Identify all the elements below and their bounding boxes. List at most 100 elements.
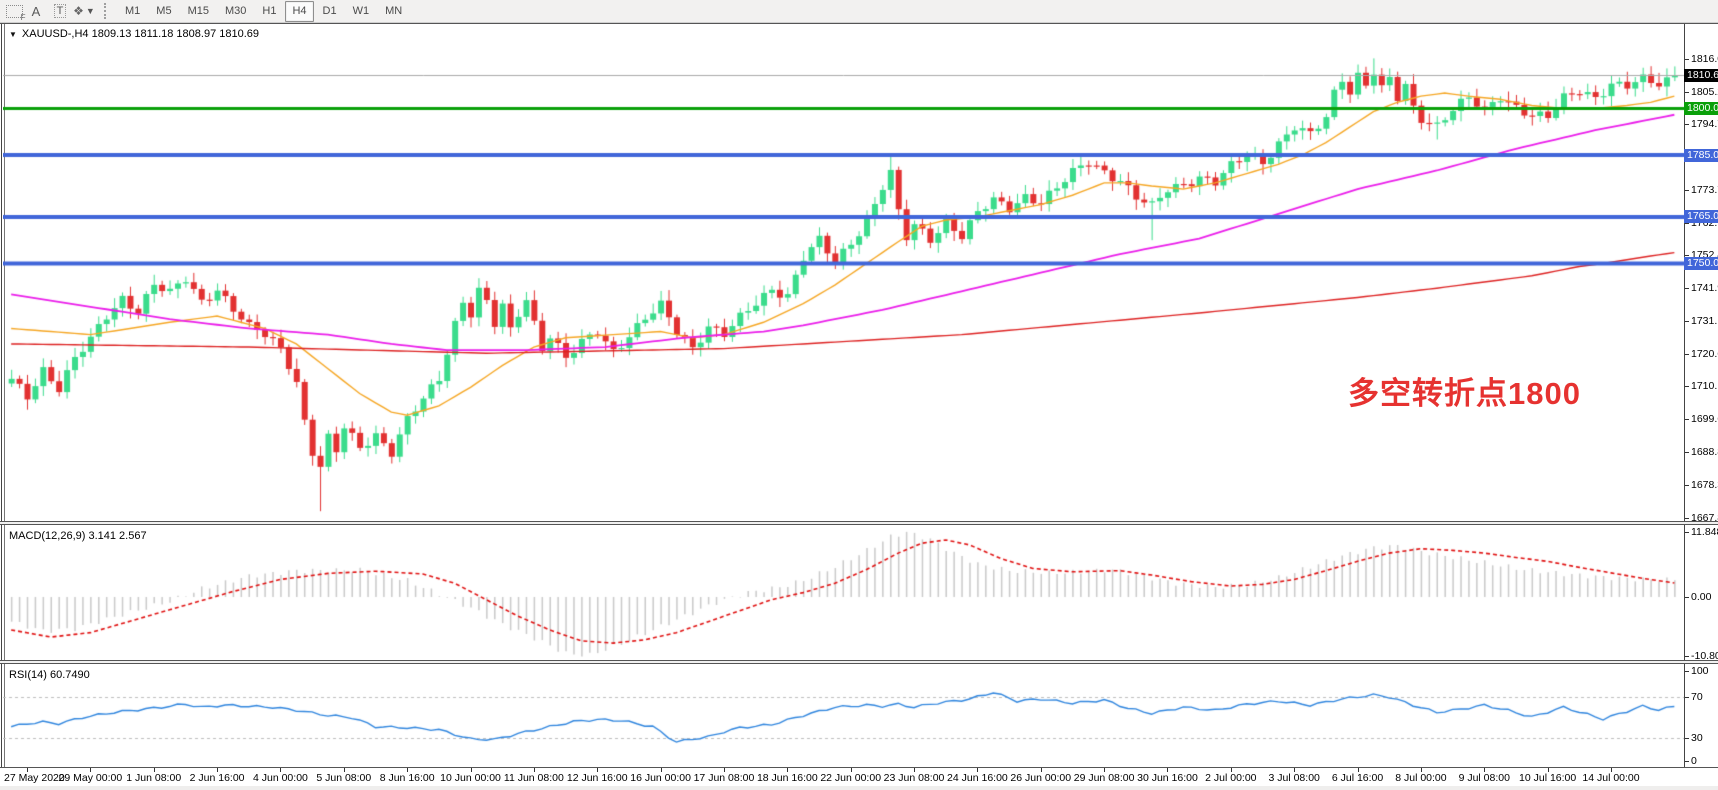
macd-tick-label: -10.808 — [1691, 649, 1718, 662]
time-tick-mark — [27, 768, 28, 772]
timeframe-button-m1[interactable]: M1 — [125, 5, 141, 17]
time-tick-mark — [1104, 768, 1106, 772]
macd-tick-label: 0.00 — [1691, 590, 1712, 603]
rsi-tick-label: 100 — [1691, 664, 1709, 677]
rsi-tick-label: 0 — [1691, 754, 1697, 767]
pane-separator-macd[interactable] — [0, 521, 1718, 525]
price-tick-label: 1731.1 — [1691, 315, 1718, 328]
axis-tick-mark — [1685, 255, 1689, 257]
macd-tick-label: 11.848 — [1691, 525, 1718, 538]
grid-f-icon[interactable]: F — [1, 2, 26, 22]
time-label: 29 May 00:00 — [58, 772, 123, 784]
time-tick-mark — [787, 768, 789, 772]
time-label: 12 Jun 16:00 — [566, 772, 628, 784]
time-label: 6 Jul 16:00 — [1331, 772, 1384, 784]
time-tick-mark — [1547, 768, 1549, 772]
time-tick-mark — [1230, 768, 1232, 772]
axis-tick-mark — [1685, 58, 1689, 60]
timeframe-button-m30[interactable]: M30 — [224, 5, 247, 17]
time-tick-mark — [343, 768, 345, 772]
axis-tick-mark — [1685, 452, 1689, 454]
axis-tick-mark — [1685, 353, 1689, 355]
time-tick-mark — [217, 768, 219, 772]
time-tick-mark — [1040, 768, 1042, 772]
time-label: 17 Jun 08:00 — [693, 772, 755, 784]
axis-tick-mark — [1685, 91, 1689, 93]
chart-window: ▼ XAUUSD-,H4 1809.13 1811.18 1808.97 181… — [0, 23, 1718, 786]
price-highlight-1765-0: 1765.0 — [1684, 210, 1718, 224]
time-label: 8 Jun 16:00 — [379, 772, 435, 784]
time-label: 2 Jun 16:00 — [189, 772, 245, 784]
chart-title-row: ▼ XAUUSD-,H4 1809.13 1811.18 1808.97 181… — [9, 28, 259, 40]
time-tick-mark — [597, 768, 599, 772]
axis-tick-mark — [1685, 484, 1689, 486]
toolbar-gripper[interactable] — [104, 3, 111, 19]
time-tick-mark — [1420, 768, 1422, 772]
time-label: 29 Jun 08:00 — [1073, 772, 1135, 784]
price-tick-label: 1720.6 — [1691, 347, 1718, 360]
timeframe-button-m5[interactable]: M5 — [156, 5, 172, 17]
time-tick-mark — [1357, 768, 1359, 772]
time-tick-mark — [850, 768, 852, 772]
dropdown-caret-icon[interactable]: ▼ — [85, 6, 95, 16]
timeframe-button-d1[interactable]: D1 — [322, 5, 337, 17]
price-axis[interactable]: 1816.01805.21794.71773.71762.91752.41741… — [1684, 24, 1718, 768]
timeframe-button-m15[interactable]: M15 — [187, 5, 209, 17]
timeframe-button-w1[interactable]: W1 — [352, 5, 370, 17]
time-label: 10 Jun 00:00 — [440, 772, 501, 784]
timeframe-button-h1[interactable]: H1 — [262, 5, 277, 17]
time-tick-mark — [470, 768, 472, 772]
axis-tick-mark — [1685, 596, 1689, 598]
time-tick-mark — [723, 768, 725, 772]
time-label: 22 Jun 00:00 — [820, 772, 882, 784]
time-label: 16 Jun 00:00 — [630, 772, 691, 784]
timeframe-button-h4[interactable]: H4 — [285, 0, 314, 22]
price-highlight-1750-0: 1750.0 — [1684, 256, 1718, 270]
time-label: 23 Jun 08:00 — [883, 772, 945, 784]
annotation-text[interactable]: 多空转折点1800 — [1348, 376, 1581, 411]
axis-tick-mark — [1685, 760, 1689, 762]
axis-tick-mark — [1685, 655, 1689, 657]
rsi-tick-label: 30 — [1691, 731, 1703, 744]
collapse-arrow-icon[interactable]: ▼ — [9, 29, 17, 39]
time-axis[interactable]: 27 May 2020 29 May 00:00 1 Jun 08:00 2 Jun … — [0, 767, 1718, 786]
time-label: 30 Jun 16:00 — [1137, 772, 1198, 784]
axis-tick-mark — [1685, 670, 1689, 672]
time-label: 10 Jul 16:00 — [1519, 772, 1577, 784]
price-tick-label: 1710.1 — [1691, 380, 1718, 393]
time-label: 14 Jul 00:00 — [1582, 772, 1640, 784]
time-tick-mark — [280, 768, 282, 772]
price-highlight-1785-0: 1785.0 — [1684, 148, 1718, 162]
pane-separator-rsi[interactable] — [0, 660, 1718, 664]
price-tick-label: 1773.7 — [1691, 183, 1718, 196]
price-tick-label: 1667.8 — [1691, 511, 1718, 524]
price-highlight-1810-6: 1810.6 — [1684, 68, 1718, 82]
text-tool-icon[interactable]: T — [49, 2, 71, 20]
price-chart-canvas[interactable] — [3, 24, 1684, 521]
axis-tick-mark — [1685, 419, 1689, 420]
time-tick-mark — [407, 768, 409, 772]
cycle-arrows-icon[interactable]: ❖ ▼ — [73, 4, 95, 18]
window-border-left — [1, 24, 2, 785]
time-tick-mark — [1294, 768, 1296, 772]
time-label: 24 Jun 16:00 — [947, 772, 1008, 784]
axis-tick-mark — [1685, 696, 1689, 698]
macd-canvas[interactable] — [3, 524, 1684, 660]
time-label: 2 Jul 00:00 — [1205, 772, 1257, 784]
time-tick-mark — [90, 768, 92, 772]
time-tick-mark — [914, 768, 916, 772]
axis-tick-mark — [1685, 321, 1689, 323]
time-label: 26 Jun 00:00 — [1010, 772, 1072, 784]
time-label: 4 Jun 00:00 — [252, 772, 308, 784]
price-tick-label: 1741.9 — [1691, 282, 1718, 294]
time-label: 8 Jul 00:00 — [1395, 772, 1447, 784]
rsi-canvas[interactable] — [3, 663, 1684, 767]
axis-tick-mark — [1685, 517, 1689, 519]
window-border-top — [0, 23, 1718, 24]
time-tick-mark — [977, 768, 979, 772]
timeframe-button-mn[interactable]: MN — [385, 5, 403, 17]
price-tick-label: 1816.0 — [1691, 52, 1718, 65]
price-highlight-1800-0: 1800.0 — [1684, 102, 1718, 116]
text-label-icon[interactable]: A — [31, 3, 41, 19]
